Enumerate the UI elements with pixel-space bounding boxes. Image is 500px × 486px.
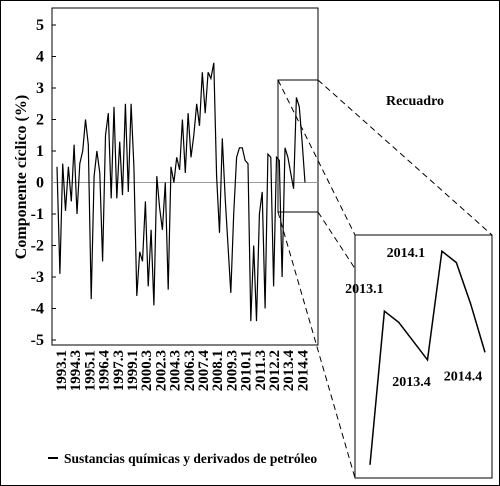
y-tick-label: 0 [36, 175, 44, 192]
y-tick-label: 3 [36, 80, 44, 97]
x-tick-label: 2007.4 [196, 350, 212, 392]
x-tick-label: 2002.3 [153, 350, 169, 391]
x-tick-label: 2004.3 [168, 350, 184, 391]
y-tick-label: 5 [36, 17, 44, 34]
zoom-box [277, 79, 319, 213]
inset-label: 2014.4 [444, 369, 483, 384]
x-tick-label: 2011.3 [253, 350, 269, 390]
zoom-connector [317, 79, 493, 236]
x-tick-label: 2008.1 [210, 350, 226, 391]
inset-label: 2013.1 [345, 282, 384, 297]
x-tick-label: 2010.1 [239, 350, 255, 391]
x-tick-label: 1994.3 [68, 350, 84, 391]
inset-title: Recuadro [386, 94, 444, 109]
x-tick-label: 2014.4 [295, 350, 311, 392]
y-tick-label: -4 [31, 301, 44, 318]
y-axis-label: Componente cíclico (%) [13, 95, 30, 259]
inset-label: 2013.4 [392, 375, 431, 390]
y-tick-label: 1 [36, 143, 44, 160]
y-tick-label: -2 [31, 238, 44, 255]
x-tick-label: 1996.4 [97, 350, 113, 392]
zoom-connector [277, 211, 356, 479]
y-tick-label: 4 [36, 49, 44, 66]
x-tick-label: 1995.1 [82, 350, 98, 391]
x-tick-label: 2006.3 [182, 350, 198, 391]
y-tick-label: 2 [36, 112, 44, 129]
x-tick-label: 2013.4 [281, 350, 297, 392]
inset-line [369, 249, 486, 465]
x-tick-label: 2000.3 [139, 350, 155, 391]
inset-frame [354, 234, 493, 479]
x-tick-label: 2012.2 [267, 350, 283, 391]
legend-label: Sustancias químicas y derivados de petró… [64, 451, 317, 466]
inset-label: 2014.1 [387, 246, 426, 261]
series-line [56, 62, 306, 322]
zoom-connector [277, 79, 356, 236]
x-tick-label: 1997.3 [111, 350, 127, 391]
x-tick-label: 1993.1 [54, 350, 70, 391]
y-tick-label: -3 [31, 269, 44, 286]
y-tick-label: -1 [31, 206, 44, 223]
x-tick-label: 2009.3 [224, 350, 240, 391]
x-tick-label: 1999.1 [125, 350, 141, 391]
y-tick-label: -5 [31, 332, 44, 349]
